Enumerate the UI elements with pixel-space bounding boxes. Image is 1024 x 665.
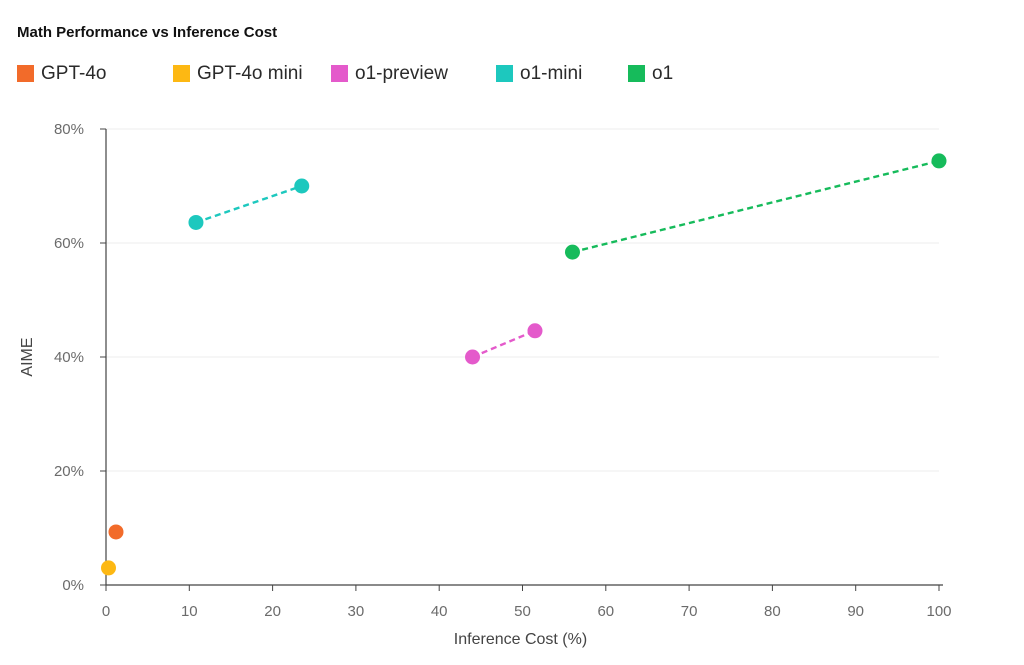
legend-label: o1 (652, 63, 674, 84)
y-tick-label: 80% (54, 121, 84, 138)
x-tick-label: 10 (181, 603, 198, 620)
legend-label: GPT-4o mini (197, 63, 303, 84)
data-point (931, 153, 947, 169)
x-axis-label: Inference Cost (%) (454, 631, 587, 648)
x-tick-label: 60 (597, 603, 614, 620)
x-tick-label: 70 (681, 603, 698, 620)
data-point (100, 560, 116, 576)
legend-swatch (173, 65, 190, 82)
y-tick-label: 0% (62, 577, 84, 594)
legend-swatch (331, 65, 348, 82)
x-tick-label: 20 (264, 603, 281, 620)
x-tick-label: 0 (102, 603, 110, 620)
chart-title: Math Performance vs Inference Cost (17, 24, 278, 41)
series-line (472, 329, 536, 359)
y-tick-label: 20% (54, 463, 84, 480)
x-tick-label: 30 (348, 603, 365, 620)
x-tick-label: 50 (514, 603, 531, 620)
data-point (108, 524, 124, 540)
legend-label: GPT-4o (41, 63, 107, 84)
x-tick-label: 90 (847, 603, 864, 620)
data-point (465, 349, 481, 365)
legend-swatch (628, 65, 645, 82)
series-line (195, 184, 303, 224)
data-point (188, 214, 204, 230)
series-line (572, 159, 940, 254)
legend-swatch (17, 65, 34, 82)
x-tick-label: 80 (764, 603, 781, 620)
legend-label: o1-preview (355, 63, 448, 84)
legend-swatch (496, 65, 513, 82)
data-point (564, 244, 580, 260)
x-tick-label: 40 (431, 603, 448, 620)
data-point (527, 323, 543, 339)
legend-label: o1-mini (520, 63, 583, 84)
y-tick-label: 40% (54, 349, 84, 366)
x-tick-label: 100 (926, 603, 951, 620)
data-point (294, 178, 310, 194)
y-axis-label: AIME (19, 337, 36, 376)
y-tick-label: 60% (54, 235, 84, 252)
